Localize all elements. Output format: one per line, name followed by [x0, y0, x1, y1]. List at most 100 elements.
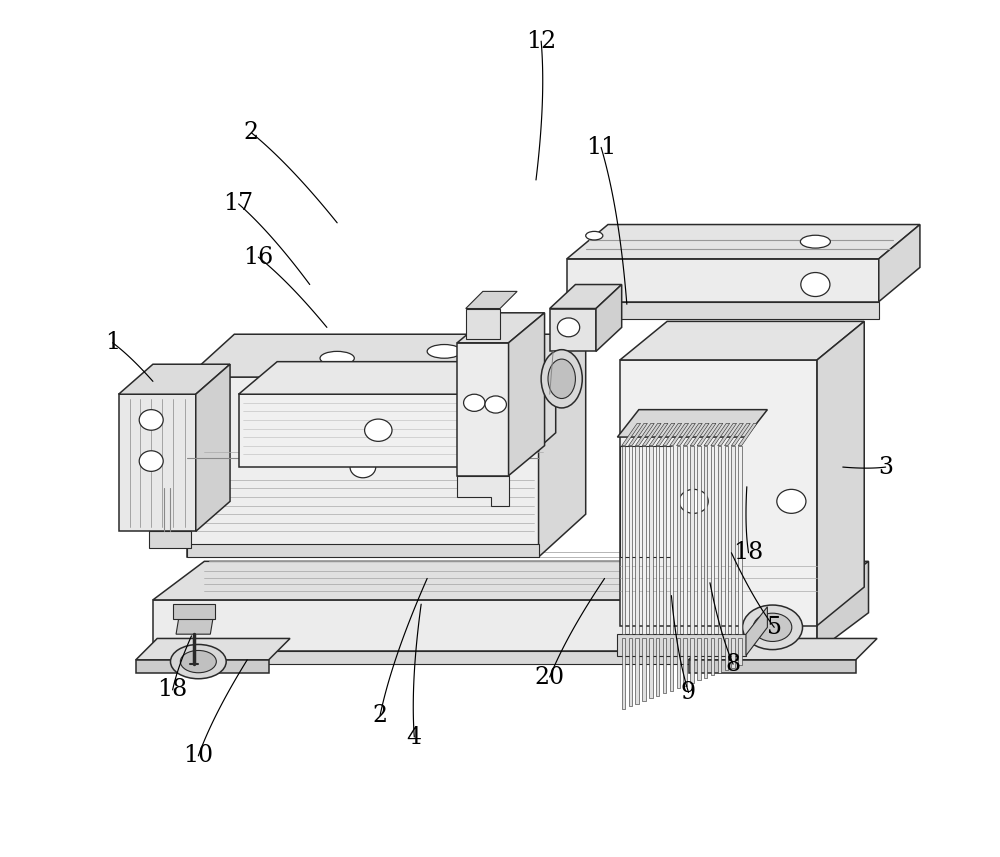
Text: 2: 2	[244, 122, 259, 144]
Ellipse shape	[743, 605, 803, 650]
Ellipse shape	[139, 451, 163, 471]
Polygon shape	[596, 285, 622, 351]
Text: 10: 10	[183, 745, 213, 767]
Polygon shape	[663, 446, 666, 634]
Polygon shape	[635, 423, 654, 446]
Polygon shape	[683, 446, 687, 634]
Polygon shape	[642, 423, 661, 446]
Ellipse shape	[548, 359, 575, 399]
Polygon shape	[689, 638, 877, 660]
Polygon shape	[136, 638, 290, 660]
Polygon shape	[635, 638, 639, 704]
Ellipse shape	[170, 644, 226, 679]
Ellipse shape	[320, 351, 354, 365]
Polygon shape	[663, 423, 682, 446]
Polygon shape	[550, 285, 622, 309]
Ellipse shape	[801, 273, 830, 297]
Polygon shape	[239, 362, 556, 394]
Polygon shape	[466, 309, 500, 339]
Polygon shape	[718, 446, 721, 634]
Text: 9: 9	[681, 681, 696, 704]
Text: 8: 8	[726, 653, 741, 675]
Polygon shape	[690, 638, 694, 683]
Ellipse shape	[180, 650, 216, 673]
Polygon shape	[457, 476, 509, 506]
Polygon shape	[711, 423, 730, 446]
Polygon shape	[677, 423, 695, 446]
Polygon shape	[704, 423, 723, 446]
Polygon shape	[670, 638, 673, 691]
Polygon shape	[690, 423, 709, 446]
Polygon shape	[879, 225, 920, 302]
Polygon shape	[457, 313, 545, 343]
Polygon shape	[704, 446, 707, 634]
Polygon shape	[738, 638, 742, 665]
Polygon shape	[509, 313, 545, 476]
Polygon shape	[642, 638, 646, 701]
Polygon shape	[683, 423, 702, 446]
Text: 20: 20	[535, 666, 565, 688]
Text: 18: 18	[158, 679, 188, 701]
Polygon shape	[725, 446, 728, 634]
Polygon shape	[738, 423, 757, 446]
Polygon shape	[817, 561, 869, 651]
Polygon shape	[683, 638, 687, 686]
Polygon shape	[731, 446, 735, 634]
Text: 16: 16	[243, 246, 273, 268]
Polygon shape	[704, 638, 707, 678]
Polygon shape	[187, 544, 539, 557]
Text: 5: 5	[767, 616, 782, 638]
Polygon shape	[567, 302, 879, 319]
Text: 17: 17	[224, 193, 254, 215]
Polygon shape	[517, 362, 556, 467]
Polygon shape	[153, 651, 817, 664]
Polygon shape	[656, 638, 659, 696]
Polygon shape	[711, 446, 714, 634]
Polygon shape	[153, 561, 869, 600]
Polygon shape	[550, 309, 596, 351]
Text: 3: 3	[878, 456, 893, 478]
Ellipse shape	[557, 318, 580, 337]
Ellipse shape	[541, 350, 582, 408]
Polygon shape	[817, 321, 864, 626]
Polygon shape	[620, 321, 864, 360]
Text: 1: 1	[105, 332, 120, 354]
Ellipse shape	[679, 489, 708, 513]
Polygon shape	[677, 638, 680, 688]
Polygon shape	[187, 334, 586, 377]
Polygon shape	[136, 660, 269, 673]
Text: 11: 11	[586, 136, 616, 159]
Polygon shape	[629, 638, 632, 706]
Ellipse shape	[350, 457, 376, 478]
Polygon shape	[187, 377, 539, 557]
Ellipse shape	[485, 396, 506, 413]
Polygon shape	[697, 638, 701, 680]
Polygon shape	[239, 394, 517, 467]
Polygon shape	[649, 423, 668, 446]
Text: 4: 4	[407, 726, 422, 748]
Polygon shape	[622, 638, 625, 709]
Ellipse shape	[464, 394, 485, 411]
Polygon shape	[617, 634, 746, 656]
Polygon shape	[697, 423, 716, 446]
Polygon shape	[173, 604, 215, 619]
Ellipse shape	[777, 489, 806, 513]
Polygon shape	[620, 446, 671, 557]
Polygon shape	[567, 259, 879, 302]
Polygon shape	[718, 638, 721, 673]
Ellipse shape	[800, 236, 830, 249]
Polygon shape	[738, 446, 742, 634]
Polygon shape	[119, 364, 230, 394]
Polygon shape	[149, 531, 191, 548]
Polygon shape	[539, 334, 586, 557]
Polygon shape	[642, 446, 646, 634]
Polygon shape	[670, 423, 689, 446]
Polygon shape	[176, 619, 213, 634]
Polygon shape	[711, 638, 714, 675]
Ellipse shape	[753, 614, 792, 641]
Polygon shape	[656, 446, 659, 634]
Polygon shape	[649, 638, 653, 698]
Polygon shape	[731, 423, 750, 446]
Polygon shape	[725, 423, 743, 446]
Polygon shape	[466, 291, 517, 309]
